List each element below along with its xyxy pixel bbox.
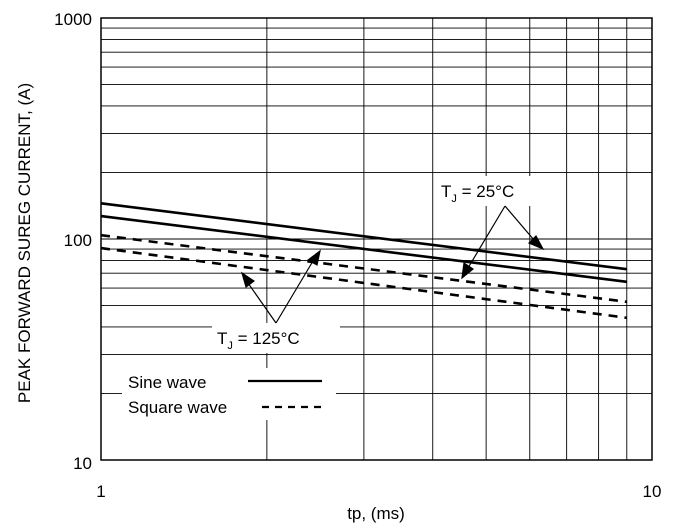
- series-line-3-dashed: [100, 233, 627, 304]
- svg-text:TJ = 25°C: TJ = 25°C: [441, 182, 514, 205]
- arrowhead-25c-right: [527, 235, 545, 251]
- arrow-25c-right: [504, 205, 535, 241]
- annotation-125c-rest: = 125°C: [233, 329, 300, 348]
- y-tick-label-10: 10: [73, 454, 92, 473]
- annotation-25c-rest: = 25°C: [457, 182, 514, 201]
- arrow-125c-right: [275, 260, 314, 324]
- x-axis-title: tp, (ms): [347, 504, 405, 523]
- annotation-25c-main: T: [441, 182, 451, 201]
- annotation-125c-main: T: [217, 329, 227, 348]
- legend: Sine wave Square wave: [122, 368, 336, 420]
- y-axis-title: PEAK FORWARD SUREG CURRENT, (A): [15, 83, 34, 403]
- x-tick-label-10: 10: [643, 482, 662, 501]
- y-tick-label-100: 100: [64, 231, 92, 250]
- legend-background: [122, 368, 336, 420]
- series-line-2-solid: [100, 214, 627, 284]
- x-tick-label-1: 1: [96, 482, 105, 501]
- legend-label-sine: Sine wave: [128, 373, 206, 392]
- y-tick-label-1000: 1000: [54, 10, 92, 29]
- annotation-tj-25c: TJ = 25°C: [436, 176, 552, 206]
- arrowhead-125c-right: [306, 249, 321, 266]
- annotation-125c-sub: J: [227, 340, 233, 352]
- series-line-4-dashed: [100, 246, 627, 320]
- arrow-25c-left: [467, 205, 506, 269]
- annotation-arrows: [240, 205, 545, 324]
- svg-text:TJ = 125°C: TJ = 125°C: [217, 329, 300, 352]
- arrowhead-125c-left: [240, 271, 256, 289]
- annotation-tj-125c: TJ = 125°C: [212, 323, 340, 353]
- series-line-1-solid: [100, 202, 627, 271]
- arrowhead-25c-left: [461, 261, 475, 280]
- series-group: [100, 202, 627, 320]
- annotation-25c-sub: J: [451, 193, 457, 205]
- plot-frame: [100, 17, 653, 461]
- arrow-125c-left: [247, 282, 277, 324]
- legend-label-square: Square wave: [128, 398, 227, 417]
